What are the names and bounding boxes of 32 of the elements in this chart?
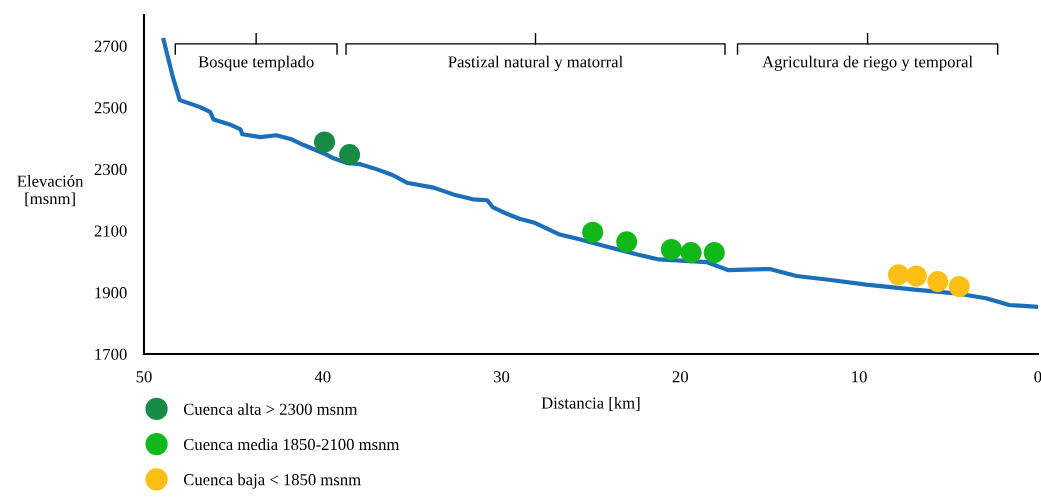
point <box>680 242 702 264</box>
point <box>887 264 909 286</box>
annotation: Pastizal natural y matorral <box>448 55 623 71</box>
point <box>660 239 682 261</box>
point <box>616 231 638 253</box>
x-axis-title: Distancia [km] <box>541 396 640 411</box>
y-tick-label: 2100 <box>94 225 127 237</box>
x-tick-label: 30 <box>494 371 510 383</box>
x-tick-label: 0 <box>1034 371 1041 383</box>
y-tick-label: 2500 <box>94 102 127 114</box>
point <box>948 276 970 298</box>
y-tick-label: 1700 <box>95 348 127 360</box>
line-series <box>161 37 1038 309</box>
point <box>339 144 361 166</box>
point <box>582 221 604 243</box>
y-tick-label: 1900 <box>95 287 127 299</box>
y-axis-title: Elevación [msnm] <box>17 175 84 207</box>
point <box>314 131 336 153</box>
x-tick-label: 40 <box>314 371 331 383</box>
legend-label: Cuenca alta > 2300 msnm <box>183 403 358 415</box>
annotation: Agricultura de riego y temporal <box>762 55 973 71</box>
x-tick-label: 10 <box>852 371 867 383</box>
point <box>905 265 927 287</box>
x-tick-label: 20 <box>672 371 689 383</box>
y-tick-label: 2300 <box>94 163 127 176</box>
legend-label: Cuenca media 1850-2100 msnm <box>183 438 400 451</box>
point <box>927 271 949 293</box>
y-tick-label: 2700 <box>94 40 127 52</box>
x-tick-label: 50 <box>136 371 152 383</box>
point <box>703 242 725 264</box>
annotation: Bosque templado <box>198 55 314 71</box>
legend-label: Cuenca baja < 1850 msnm <box>183 473 361 489</box>
